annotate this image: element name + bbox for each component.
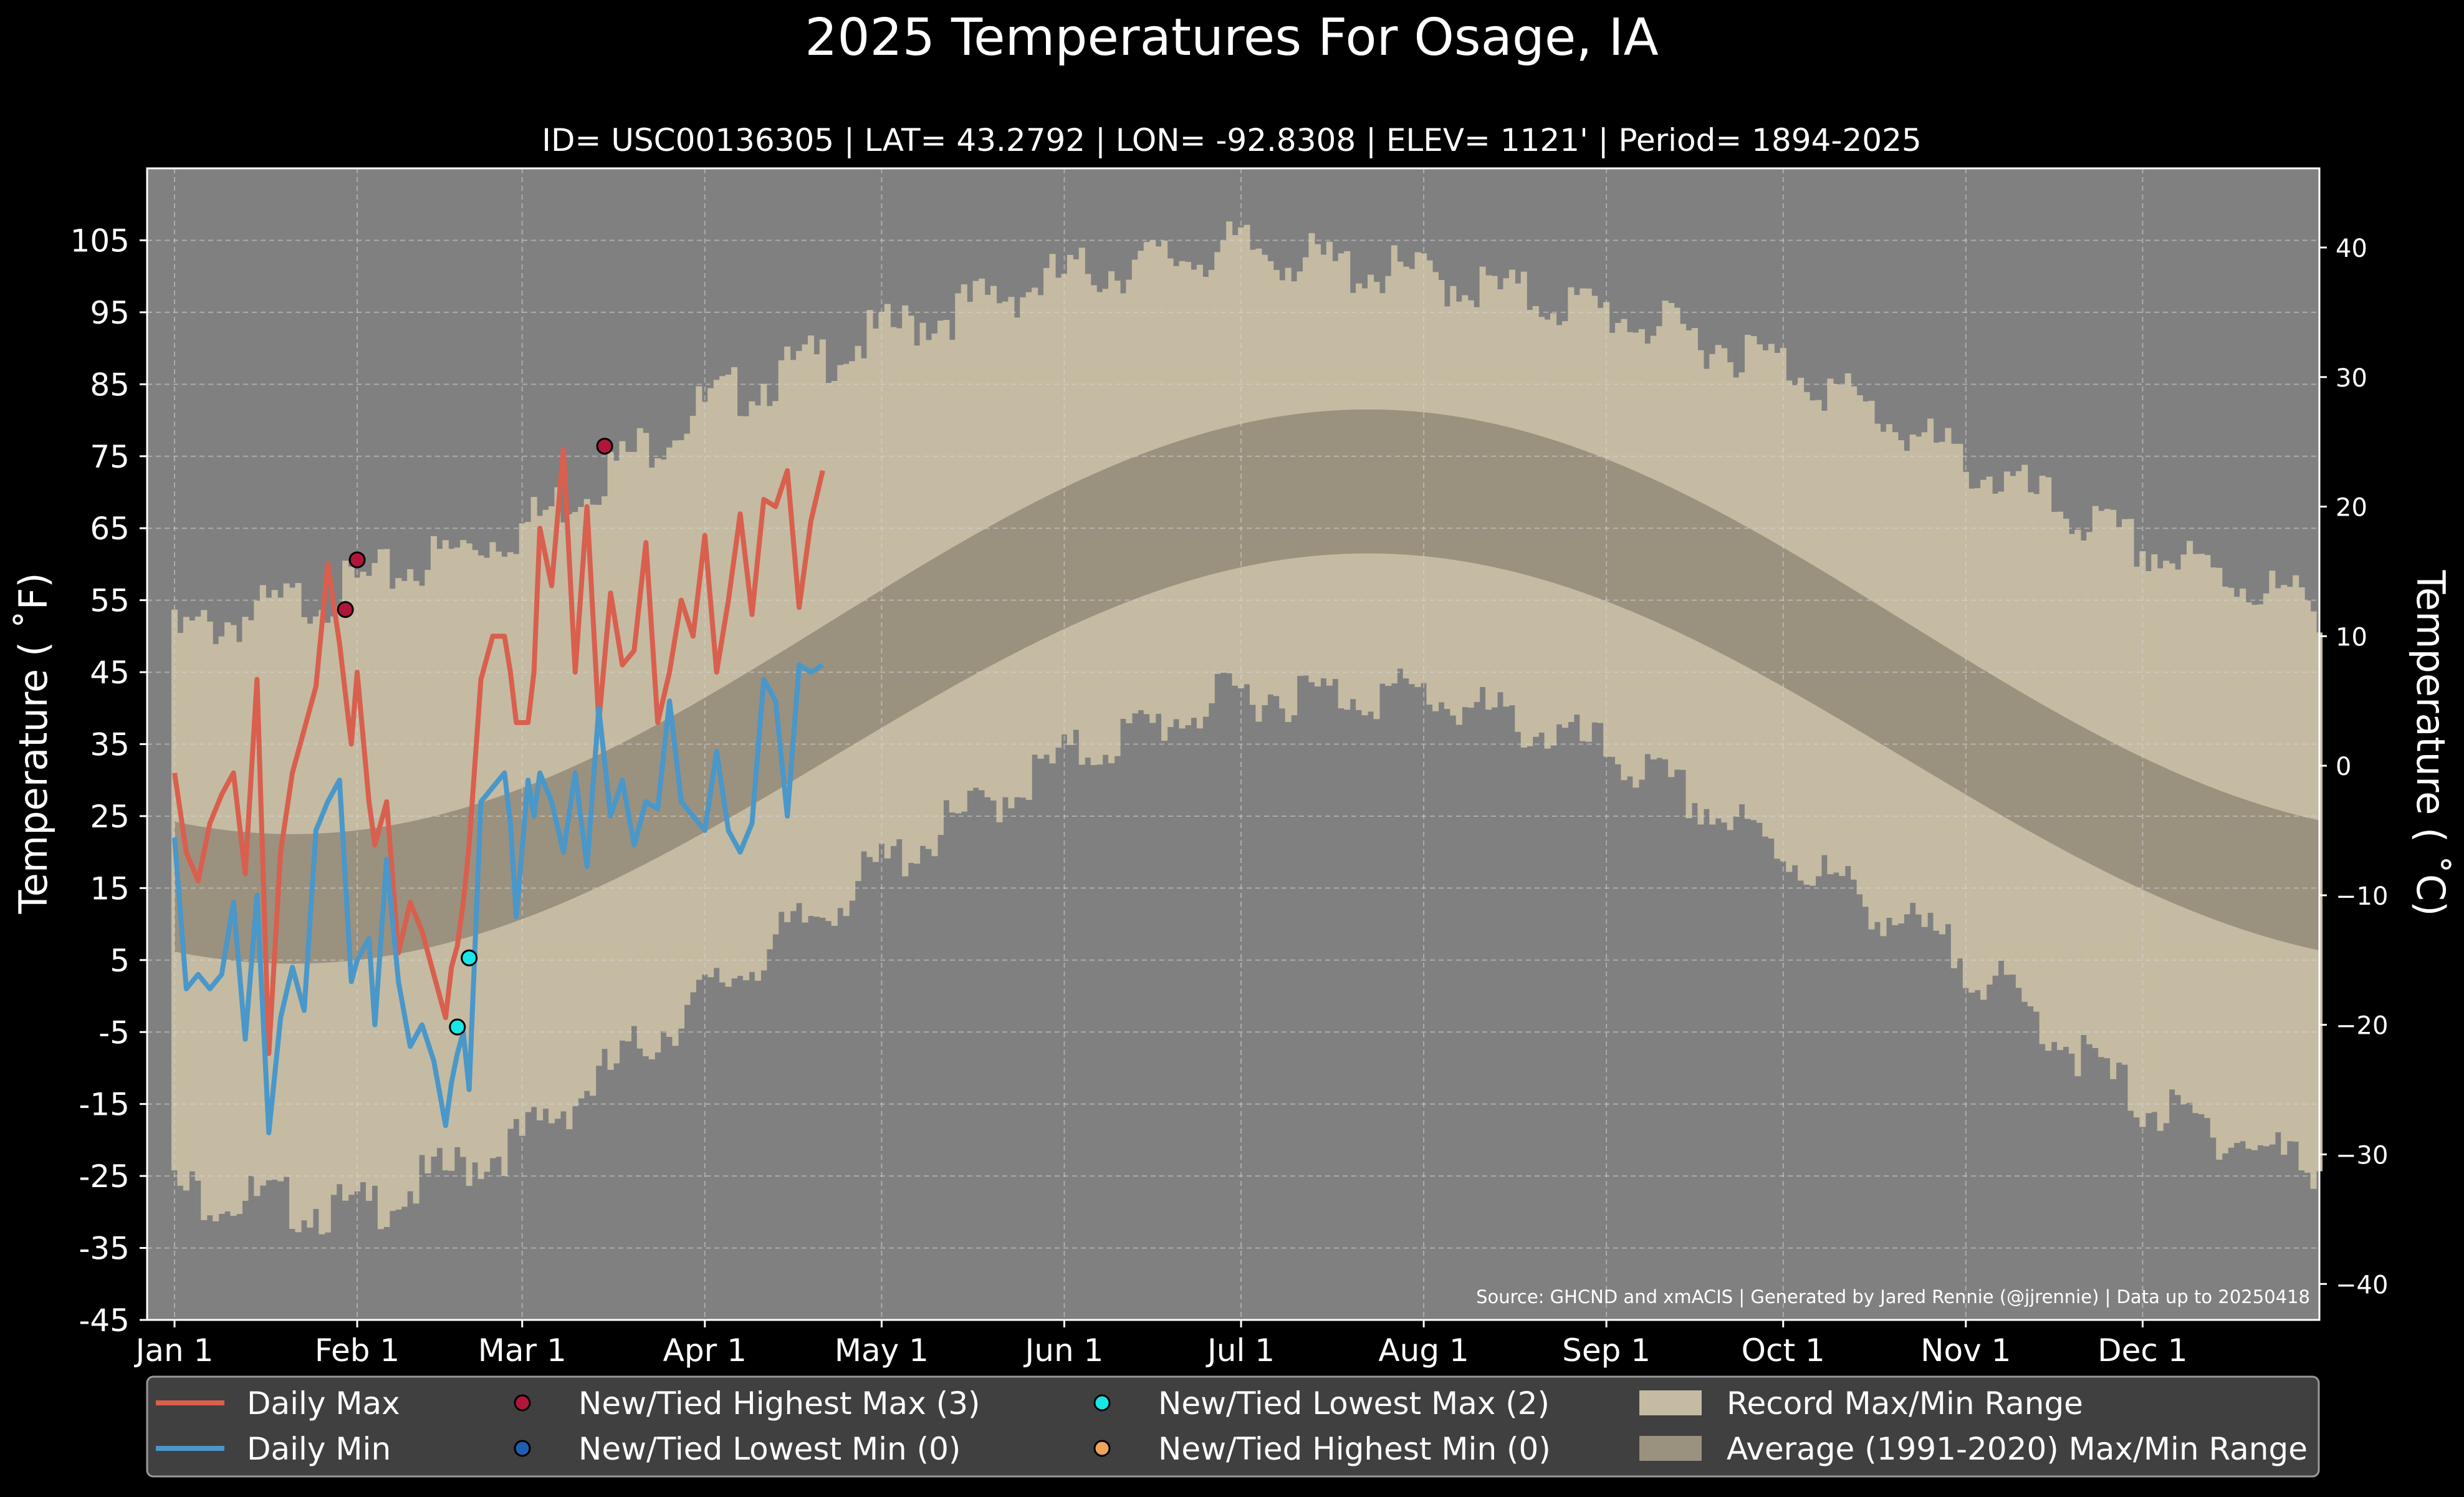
x-tick-label: Aug 1 bbox=[1378, 1332, 1469, 1369]
record-range-bar bbox=[707, 388, 714, 978]
x-tick-label: Jul 1 bbox=[1206, 1332, 1275, 1369]
x-tick-label: May 1 bbox=[835, 1332, 929, 1369]
chart-title: 2025 Temperatures For Osage, IA bbox=[805, 8, 1659, 67]
y-tick-right-label: 40 bbox=[2336, 234, 2367, 263]
y-tick-left-label: 15 bbox=[90, 870, 130, 907]
source-note: Source: GHCND and xmACIS | Generated by … bbox=[1476, 1286, 2310, 1307]
y-axis-left-label: Temperature ( ˚F) bbox=[11, 572, 56, 914]
daily-min-line bbox=[172, 662, 824, 1135]
y-tick-left-label: 45 bbox=[90, 655, 130, 691]
y-tick-right-label: −10 bbox=[2336, 882, 2388, 911]
new-highest-max-marker bbox=[348, 551, 366, 569]
new-lowest-max-marker bbox=[461, 949, 478, 966]
x-tick-label: Mar 1 bbox=[478, 1332, 567, 1369]
x-tick-label: Sep 1 bbox=[1562, 1332, 1651, 1369]
record-range-bar bbox=[884, 304, 891, 859]
new-highest-max-marker bbox=[596, 438, 613, 455]
y-tick-left-label: 35 bbox=[90, 727, 130, 763]
legend-box bbox=[146, 1375, 2320, 1478]
y-axis-right-ticks: 40 30 20 10 0 −10 −20 −30 −40 bbox=[2319, 234, 2388, 1299]
y-tick-right-label: 30 bbox=[2336, 364, 2367, 393]
y-tick-left-label: 95 bbox=[90, 295, 130, 331]
y-tick-left-label: -45 bbox=[79, 1302, 130, 1339]
legend-label: New/Tied Lowest Min (0) bbox=[578, 1431, 961, 1467]
legend-label: Daily Min bbox=[247, 1431, 391, 1467]
legend-swatch-patch bbox=[1639, 1390, 1702, 1415]
y-tick-right-label: −40 bbox=[2336, 1271, 2388, 1299]
y-tick-left-label: 65 bbox=[90, 511, 130, 547]
legend-swatch-marker bbox=[1093, 1394, 1111, 1412]
legend-swatch-marker bbox=[514, 1440, 531, 1457]
x-tick-label: Jan 1 bbox=[134, 1332, 214, 1369]
plot-area bbox=[146, 167, 2323, 1321]
y-tick-right-label: −20 bbox=[2336, 1012, 2388, 1041]
x-tick-label: Oct 1 bbox=[1742, 1332, 1825, 1369]
record-range-bar bbox=[802, 344, 808, 923]
legend-label: New/Tied Lowest Max (2) bbox=[1158, 1385, 1550, 1422]
record-range-bar bbox=[878, 312, 885, 844]
record-range-bar bbox=[731, 367, 738, 979]
record-range-bar bbox=[784, 346, 791, 923]
y-tick-right-label: 0 bbox=[2336, 753, 2351, 781]
new-lowest-max-marker bbox=[449, 1018, 466, 1036]
legend: Daily Max Daily Min New/Tied Highest Max (… bbox=[146, 1375, 2320, 1478]
legend-label: Record Max/Min Range bbox=[1727, 1385, 2083, 1422]
y-tick-left-label: -35 bbox=[79, 1231, 130, 1267]
y-tick-right-label: −30 bbox=[2336, 1141, 2388, 1170]
record-range-bar bbox=[796, 350, 803, 903]
legend-label: Daily Max bbox=[247, 1385, 400, 1422]
record-range-bar bbox=[778, 360, 785, 912]
y-tick-left-label: 55 bbox=[90, 583, 130, 619]
record-range-bar bbox=[696, 386, 702, 980]
legend-swatch-marker bbox=[514, 1394, 531, 1412]
y-tick-left-label: 105 bbox=[70, 223, 130, 259]
x-axis-ticks: Jan 1 Feb 1 Mar 1 Apr 1 May 1 Jun 1 Jul 1 Aug 1… bbox=[134, 1320, 2188, 1369]
record-range-bar bbox=[689, 415, 696, 993]
record-range-bar bbox=[719, 376, 726, 983]
x-tick-label: Feb 1 bbox=[315, 1332, 400, 1369]
legend-swatch-patch bbox=[1639, 1436, 1702, 1461]
y-tick-left-label: -15 bbox=[79, 1087, 130, 1123]
record-range-bar bbox=[866, 310, 873, 857]
y-tick-right-label: 10 bbox=[2336, 623, 2367, 652]
legend-swatch-marker bbox=[1093, 1440, 1111, 1457]
y-tick-left-label: 25 bbox=[90, 799, 130, 835]
y-tick-left-label: -5 bbox=[98, 1014, 130, 1051]
legend-label: New/Tied Highest Max (3) bbox=[578, 1385, 980, 1422]
chart-subtitle: ID= USC00136305 | LAT= 43.2792 | LON= -9… bbox=[542, 122, 1921, 158]
y-tick-left-label: -25 bbox=[79, 1158, 130, 1195]
y-axis-right-label: Temperature ( ˚C) bbox=[2408, 570, 2453, 917]
y-tick-left-label: 85 bbox=[90, 367, 130, 403]
record-range-bar bbox=[725, 374, 732, 987]
daily-max-line bbox=[172, 446, 825, 1056]
y-tick-right-label: 20 bbox=[2336, 494, 2367, 522]
x-tick-label: Apr 1 bbox=[663, 1332, 747, 1369]
y-tick-left-label: 75 bbox=[90, 439, 130, 475]
legend-label: New/Tied Highest Min (0) bbox=[1158, 1431, 1551, 1467]
x-tick-label: Jun 1 bbox=[1023, 1332, 1104, 1369]
record-range-bar bbox=[619, 441, 626, 1041]
record-range-bar bbox=[807, 335, 814, 917]
y-axis-left-ticks: 105 95 85 75 65 55 45 35 25 15 5 -5 -15 -25 -35 -45 bbox=[70, 223, 147, 1339]
x-tick-label: Nov 1 bbox=[1920, 1332, 2011, 1369]
legend-label: Average (1991-2020) Max/Min Range bbox=[1727, 1431, 2308, 1467]
x-tick-label: Dec 1 bbox=[2097, 1332, 2187, 1369]
y-tick-left-label: 5 bbox=[110, 943, 130, 979]
new-highest-max-marker bbox=[337, 601, 354, 619]
record-range-bar bbox=[790, 360, 797, 912]
